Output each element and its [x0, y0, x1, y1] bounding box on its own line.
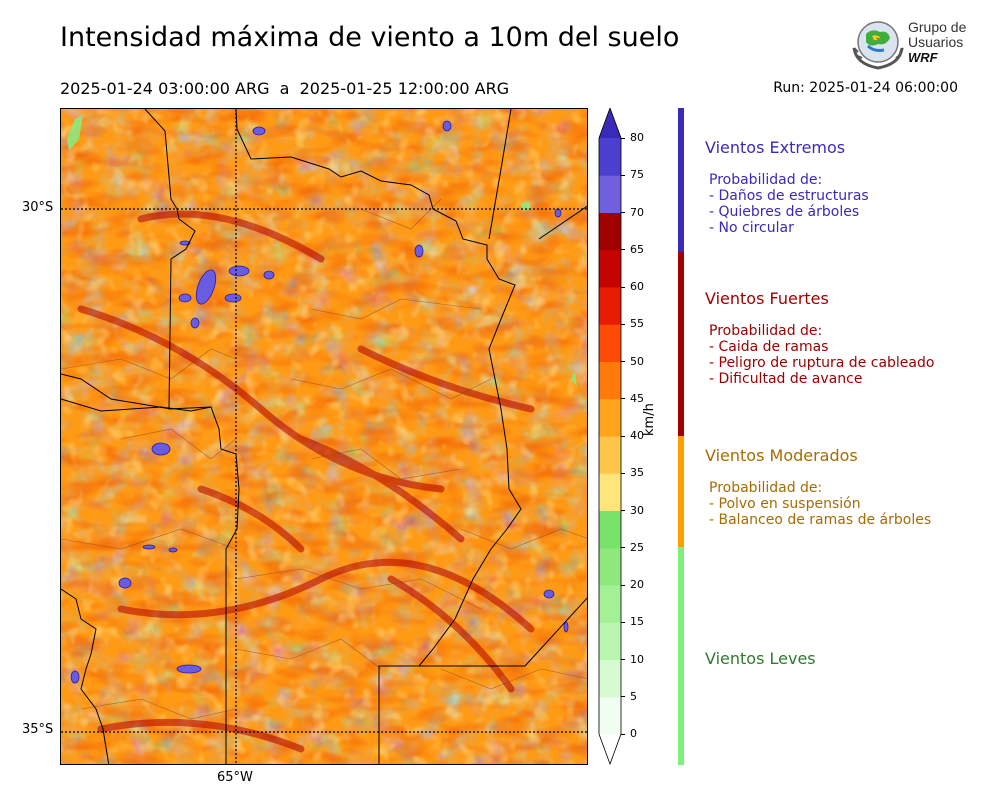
- colorbar-tick-label: 10: [630, 652, 644, 666]
- colorbar-tick-label: 5: [630, 689, 637, 703]
- colorbar-bin: [599, 249, 621, 288]
- colorbar-bin: [599, 696, 621, 735]
- colorbar-bin: [599, 324, 621, 362]
- colorbar-tick-mark: [621, 733, 625, 735]
- severity-band: [678, 547, 684, 765]
- map-title: Intensidad máxima de viento a 10m del su…: [60, 22, 680, 53]
- category-title-moderate: Vientos Moderados: [705, 446, 858, 465]
- colorbar-tick-mark: [621, 435, 625, 437]
- wind-field-svg: [61, 109, 587, 764]
- category-item: - Balanceo de ramas de árboles: [709, 512, 932, 528]
- colorbar-tick-mark: [621, 547, 625, 549]
- lat-label-35s: 35°S: [22, 722, 54, 737]
- logo-line-2: Usuarios: [908, 34, 964, 50]
- colorbar-bin: [599, 138, 621, 176]
- colorbar-tick-mark: [621, 137, 625, 139]
- severity-band: [678, 108, 684, 252]
- colorbar-tick-mark: [621, 659, 625, 660]
- category-header: Probabilidad de:: [709, 172, 823, 188]
- lon-label-65w: 65°W: [217, 770, 253, 785]
- category-title-light: Vientos Leves: [705, 649, 816, 668]
- category-item: - Caida de ramas: [709, 339, 829, 355]
- colorbar-bin: [599, 436, 621, 474]
- category-title-extreme: Vientos Extremos: [705, 138, 846, 157]
- colorbar-tick-mark: [621, 472, 625, 474]
- category-item: - Polvo en suspensión: [709, 496, 861, 512]
- category-title-strong: Vientos Fuertes: [705, 289, 829, 308]
- colorbar-tick-mark: [621, 510, 625, 511]
- colorbar-tick-label: 65: [630, 242, 644, 256]
- colorbar-tick-mark: [621, 361, 625, 362]
- severity-band: [678, 436, 684, 547]
- colorbar-tick-label: 25: [630, 540, 644, 554]
- colorbar-tick-label: 80: [630, 131, 644, 144]
- colorbar-tick-mark: [621, 249, 625, 251]
- colorbar-tick-mark: [621, 323, 625, 325]
- model-run-time: Run: 2025-01-24 06:00:00: [773, 80, 958, 96]
- colorbar-tick-label: 35: [630, 466, 644, 480]
- category-desc-moderate: Probabilidad de: - Polvo en suspensión -…: [709, 480, 931, 528]
- category-header: Probabilidad de:: [709, 480, 823, 496]
- colorbar-extend-min: [599, 734, 621, 764]
- category-desc-strong: Probabilidad de: - Caida de ramas - Peli…: [709, 323, 934, 387]
- colorbar-tick-label: 70: [630, 205, 644, 219]
- colorbar-tick-mark: [621, 696, 625, 698]
- colorbar-bin: [599, 287, 621, 325]
- forecast-period: 2025-01-24 03:00:00 ARG a 2025-01-25 12:…: [60, 79, 510, 98]
- wrf-logo: Grupo de Usuarios WRF: [850, 18, 970, 70]
- colorbar-tick-mark: [621, 398, 625, 400]
- colorbar-tick-label: 45: [630, 391, 644, 405]
- logo-line-1: Grupo de: [908, 19, 967, 35]
- colorbar-bin: [599, 398, 621, 437]
- colorbar-tick-label: 75: [630, 168, 644, 182]
- colorbar-tick-label: 55: [630, 317, 644, 331]
- colorbar-tick-label: 60: [630, 280, 644, 293]
- colorbar-tick-label: 40: [630, 429, 644, 442]
- colorbar: [598, 108, 622, 766]
- colorbar-bin: [599, 361, 621, 400]
- colorbar-tick-mark: [621, 584, 625, 586]
- severity-band: [678, 252, 684, 436]
- category-header: Probabilidad de:: [709, 323, 823, 339]
- colorbar-bin: [599, 175, 621, 213]
- colorbar-bin: [599, 212, 621, 251]
- colorbar-bin: [599, 659, 621, 698]
- colorbar-unit-label: km/h: [642, 403, 657, 436]
- colorbar-extend-max: [599, 108, 621, 138]
- colorbar-tick-label: 0: [630, 727, 637, 740]
- globe-icon: [852, 21, 904, 70]
- colorbar-tick-mark: [621, 286, 625, 288]
- colorbar-tick-label: 15: [630, 615, 644, 629]
- category-item: - Dificultad de avance: [709, 371, 863, 387]
- wind-map: [60, 108, 588, 765]
- category-item: - No circular: [709, 220, 794, 236]
- colorbar-tick-label: 20: [630, 578, 644, 591]
- colorbar-tick-mark: [621, 174, 625, 176]
- colorbar-bin: [599, 510, 621, 549]
- colorbar-bin: [599, 547, 621, 586]
- colorbar-bin: [599, 585, 621, 623]
- colorbar-bin: [599, 622, 621, 660]
- lat-label-30s: 30°S: [22, 200, 54, 215]
- category-item: - Quiebres de árboles: [709, 204, 860, 220]
- category-desc-extreme: Probabilidad de: - Daños de estructuras …: [709, 172, 869, 236]
- colorbar-tick-label: 50: [630, 354, 644, 368]
- colorbar-bin: [599, 473, 621, 511]
- colorbar-tick-mark: [621, 212, 625, 213]
- colorbar-tick-label: 30: [630, 503, 644, 517]
- logo-line-3: WRF: [908, 50, 938, 65]
- category-item: - Daños de estructuras: [709, 188, 869, 204]
- category-item: - Peligro de ruptura de cableado: [709, 355, 935, 371]
- colorbar-tick-mark: [621, 621, 625, 623]
